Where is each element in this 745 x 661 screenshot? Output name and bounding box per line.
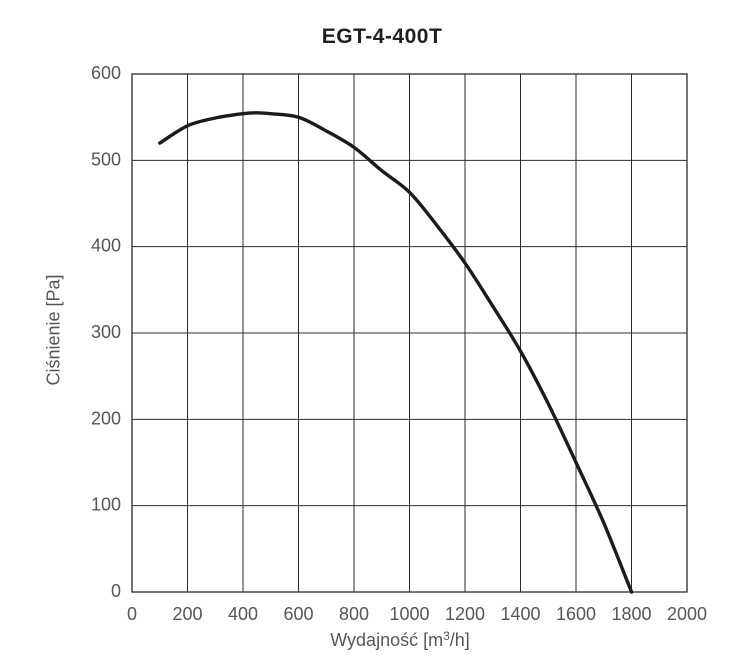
x-tick-label-0: 0 — [127, 604, 137, 624]
x-axis-label-superscript: 3 — [443, 629, 450, 643]
y-tick-label-400: 400 — [91, 236, 121, 256]
plot-border — [131, 73, 688, 593]
x-tick-label-2000: 2000 — [667, 604, 707, 624]
y-tick-label-100: 100 — [91, 495, 121, 515]
x-tick-label-800: 800 — [339, 604, 369, 624]
x-tick-label-1800: 1800 — [611, 604, 651, 624]
x-axis-label-suffix: /h] — [449, 630, 470, 650]
x-tick-label-1600: 1600 — [556, 604, 596, 624]
chart-title: EGT-4-400T — [321, 25, 443, 48]
x-tick-label-1400: 1400 — [500, 604, 540, 624]
x-tick-label-1200: 1200 — [445, 604, 485, 624]
y-tick-label-500: 500 — [91, 149, 121, 169]
x-tick-label-400: 400 — [228, 604, 258, 624]
y-tick-label-600: 600 — [91, 63, 121, 83]
x-tick-label-1000: 1000 — [389, 604, 429, 624]
y-tick-label-300: 300 — [91, 322, 121, 342]
y-tick-label-200: 200 — [91, 408, 121, 428]
x-axis-label-prefix: Wydajność [m — [330, 630, 444, 650]
x-tick-label-600: 600 — [283, 604, 313, 624]
y-tick-label-0: 0 — [111, 581, 121, 601]
y-axis-label: Ciśnienie [Pa] — [43, 274, 64, 386]
performance-curve-0 — [158, 111, 634, 594]
x-axis-label: Wydajność [m3/h] — [330, 628, 470, 651]
x-tick-label-200: 200 — [172, 604, 202, 624]
